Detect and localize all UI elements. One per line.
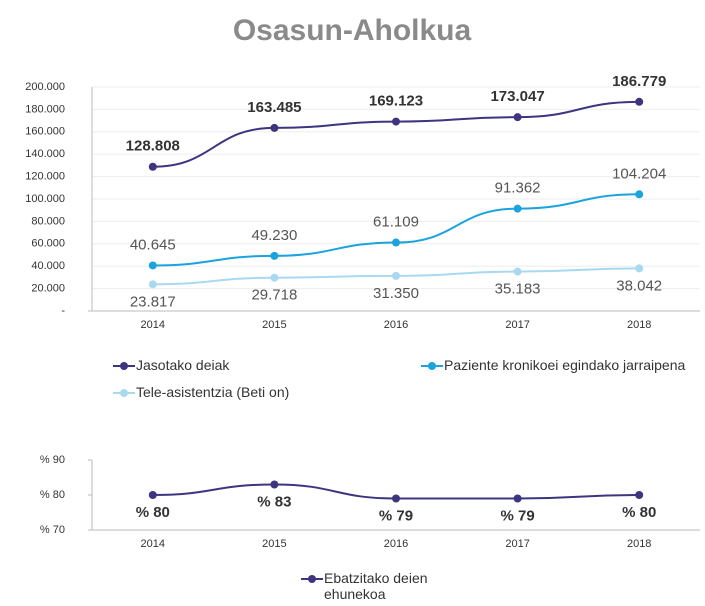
- chart-title: Osasun-Aholkua: [233, 14, 472, 47]
- data-label: 163.485: [247, 99, 301, 116]
- legend-label: Tele-asistentzia (Beti on): [136, 384, 290, 400]
- y-tick-label: 60.000: [31, 238, 65, 250]
- legend-item: Tele-asistentzia (Beti on): [112, 384, 312, 400]
- data-point: [635, 491, 644, 499]
- legend-dot: [120, 389, 128, 397]
- legend-marker: [301, 575, 323, 583]
- legend-dot: [120, 362, 128, 370]
- data-label: 169.123: [369, 93, 423, 110]
- legend-dot: [428, 362, 436, 370]
- legend-marker: [421, 362, 443, 370]
- data-label: 173.047: [490, 88, 544, 105]
- y-tick-label: 80.000: [31, 215, 65, 227]
- data-point: [635, 190, 644, 199]
- data-point: [270, 123, 279, 132]
- data-point: [270, 273, 279, 282]
- x-tick-label: 2016: [384, 538, 408, 550]
- data-label: 40.645: [130, 236, 176, 253]
- x-tick-label: 2015: [262, 538, 286, 550]
- data-point: [513, 113, 522, 122]
- data-label: 31.350: [373, 285, 419, 302]
- y-tick-label: -: [61, 305, 65, 317]
- data-label: % 80: [136, 504, 170, 521]
- x-tick-label: 2014: [141, 319, 165, 331]
- data-point: [270, 480, 279, 489]
- y-tick-label: 100.000: [25, 193, 65, 205]
- data-point: [148, 162, 157, 171]
- data-point: [148, 491, 157, 499]
- data-label: 186.779: [612, 73, 666, 90]
- legend-marker: [113, 389, 135, 397]
- data-label: 49.230: [251, 227, 297, 244]
- data-point: [513, 204, 522, 213]
- data-label: 38.042: [616, 277, 662, 294]
- data-point: [392, 238, 400, 247]
- data-point: [148, 261, 157, 270]
- x-tick-label: 2017: [505, 319, 529, 331]
- y-tick-label: 120.000: [25, 171, 65, 183]
- y-tick-label: % 90: [40, 454, 65, 466]
- data-label: 104.204: [612, 165, 666, 182]
- y-tick-label: 200.000: [25, 81, 65, 93]
- legend-item: Ebatzitako deien ehunekoa: [300, 570, 490, 602]
- data-label: 91.362: [495, 180, 541, 197]
- y-tick-label: 20.000: [31, 283, 65, 295]
- x-tick-label: 2015: [262, 319, 286, 331]
- legend-item: Paziente kronikoei egindako jarraipena: [420, 357, 690, 373]
- data-label: 29.718: [251, 287, 297, 304]
- legend-dot: [308, 575, 316, 583]
- x-tick-label: 2018: [627, 538, 651, 550]
- data-label: % 79: [500, 507, 534, 524]
- data-point: [513, 267, 522, 276]
- legend-label: Paziente kronikoei egindako jarraipena: [444, 357, 686, 373]
- data-point: [513, 494, 522, 503]
- data-label: % 83: [257, 493, 291, 510]
- x-tick-label: 2017: [505, 538, 529, 550]
- data-point: [270, 251, 279, 260]
- data-label: 35.183: [495, 281, 541, 298]
- data-point: [392, 271, 400, 280]
- y-tick-label: 180.000: [25, 103, 65, 115]
- legend-marker: [113, 362, 135, 370]
- y-tick-label: 40.000: [31, 260, 65, 272]
- y-tick-label: % 80: [40, 489, 65, 501]
- legend-label: Jasotako deiak: [136, 357, 230, 373]
- data-label: % 79: [379, 507, 413, 524]
- y-tick-label: 160.000: [25, 126, 65, 138]
- x-tick-label: 2016: [384, 319, 408, 331]
- x-tick-label: 2018: [627, 319, 651, 331]
- series-line: [152, 100, 640, 168]
- data-point: [635, 264, 644, 273]
- data-label: 128.808: [126, 138, 180, 155]
- legend-item: Jasotako deiak: [112, 357, 312, 373]
- data-point: [392, 494, 400, 503]
- data-point: [392, 117, 400, 126]
- x-tick-label: 2014: [141, 538, 165, 550]
- legend-label: Ebatzitako deien ehunekoa: [324, 570, 428, 602]
- data-label: 61.109: [373, 214, 419, 231]
- data-point: [635, 97, 644, 106]
- y-tick-label: % 70: [40, 524, 65, 536]
- data-point: [148, 280, 157, 289]
- data-label: 23.817: [130, 293, 176, 310]
- data-label: % 80: [622, 504, 656, 521]
- y-tick-label: 140.000: [25, 148, 65, 160]
